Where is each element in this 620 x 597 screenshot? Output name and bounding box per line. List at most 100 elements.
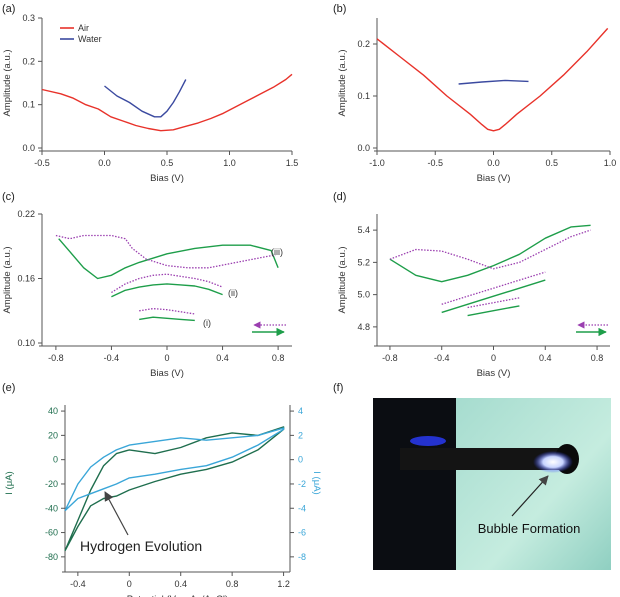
x-tick-label: 0.0 (98, 158, 111, 168)
y-tick-label: 5.0 (357, 290, 370, 300)
y-right-tick-label: 0 (298, 455, 303, 465)
series-line (458, 79, 529, 85)
series-line (441, 279, 546, 314)
chart-panel-5: (e)-0.400.40.81.2-80-60-40-2002040Potent… (2, 382, 322, 597)
x-tick-label: 1.2 (277, 579, 290, 589)
y-right-tick-label: -8 (298, 552, 306, 562)
photo-tip-shaft (400, 448, 572, 470)
series-line (41, 73, 293, 132)
chart-panel-3: (c) -0.8 -0.4 0 0.4 0.8 0.10 0.16 0.22 Bias (V) Am… (2, 191, 292, 379)
y-tick-label: -40 (45, 503, 58, 513)
annotation-label: Bubble Formation (478, 521, 581, 536)
x-tick-label: 0 (164, 353, 169, 363)
series-line (389, 224, 591, 283)
x-tick-label: -0.8 (48, 353, 64, 363)
y-right-tick-label: 2 (298, 430, 303, 440)
series-line (441, 271, 546, 305)
x-tick-label: 0.0 (487, 158, 500, 168)
y-tick-label: 0 (53, 455, 58, 465)
y-right-tick-label: -6 (298, 528, 306, 538)
panel-label: (a) (2, 3, 15, 15)
chart-panel-1: (a) -0.5 0.0 0.5 1.0 1.5 0.0 0.1 0.2 0.3 Bias (V) A… (2, 3, 298, 184)
x-tick-label: 0.8 (226, 579, 239, 589)
panel-label: (d) (333, 191, 346, 203)
series-line (376, 27, 609, 132)
x-tick-label: 0.8 (591, 353, 604, 363)
x-axis-label: Bias (V) (477, 368, 511, 379)
y-axis-label: Amplitude (a.u.) (337, 49, 348, 116)
chart-panel-2: (b) -1.0 -0.5 0.0 0.5 1.0 0.0 0.1 0.2 Bias (V) Amp… (333, 3, 616, 184)
panel-f-labels: (f) Bubble Formation (333, 382, 580, 536)
y-tick-label: 20 (48, 430, 58, 440)
x-tick-label: 0.5 (545, 158, 558, 168)
y-tick-label: 0.0 (22, 143, 35, 153)
y-tick-label: 0.22 (17, 209, 35, 219)
y-tick-label: 40 (48, 406, 58, 416)
y-axis-label: Amplitude (a.u.) (2, 49, 13, 116)
x-tick-label: -0.5 (427, 158, 443, 168)
series-line (139, 316, 195, 322)
y-tick-label: -80 (45, 552, 58, 562)
y-tick-label: 0.1 (357, 91, 370, 101)
x-tick-label: -1.0 (369, 158, 385, 168)
y-right-tick-label: 4 (298, 406, 303, 416)
curve-annotation: (i) (203, 318, 211, 328)
y-tick-label: 5.4 (357, 225, 370, 235)
x-tick-label: 0 (491, 353, 496, 363)
y-axis-right-label: I (μA) (311, 471, 322, 494)
x-tick-label: 0.4 (216, 353, 229, 363)
photo-bright-region (456, 398, 611, 570)
x-tick-label: -0.4 (104, 353, 120, 363)
series-line (111, 283, 223, 298)
x-axis-label: Bias (V) (150, 173, 184, 184)
y-tick-label: 0.1 (22, 100, 35, 110)
series-line (64, 427, 285, 512)
series-line (104, 79, 187, 118)
y-tick-label: 0.2 (357, 39, 370, 49)
annotation-label: Hydrogen Evolution (80, 538, 202, 554)
y-right-tick-label: -4 (298, 503, 306, 513)
series-line (467, 305, 520, 317)
series-line (55, 234, 276, 269)
y-tick-label: 0.0 (357, 143, 370, 153)
x-tick-label: 0.5 (161, 158, 174, 168)
annotation-arrow (104, 491, 129, 536)
x-tick-label: -0.4 (434, 353, 450, 363)
y-tick-label: 0.2 (22, 56, 35, 66)
legend-label: Water (78, 34, 102, 44)
panel-label: (b) (333, 3, 346, 15)
y-axis-label: I (μA) (4, 471, 15, 494)
y-tick-label: -60 (45, 528, 58, 538)
y-tick-label: -20 (45, 479, 58, 489)
photo-blue-glow-left (410, 436, 446, 446)
series-line (467, 297, 520, 309)
panel-f-photo (373, 398, 611, 570)
chart-panel-4: (d) -0.8 -0.4 0 0.4 0.8 4.8 5.0 5.2 5.4 Bias (V) Am… (333, 191, 610, 379)
panel-label: (c) (2, 191, 15, 203)
series-line (58, 238, 279, 280)
y-tick-label: 0.10 (17, 338, 35, 348)
curve-annotation: (ii) (228, 288, 238, 298)
y-axis-label: Amplitude (a.u.) (337, 246, 348, 313)
photo-bubble-glow (533, 451, 573, 473)
x-tick-label: -0.8 (382, 353, 398, 363)
x-axis-label: Bias (V) (477, 173, 511, 184)
panel-label: (f) (333, 382, 343, 394)
x-tick-label: 0.8 (272, 353, 285, 363)
x-tick-label: -0.4 (70, 579, 86, 589)
x-axis-label: Potential (V vs Ag/AgCl) (127, 594, 228, 597)
y-tick-label: 4.8 (357, 322, 370, 332)
curve-annotation: (iii) (271, 247, 283, 257)
annotation-arrow (511, 475, 549, 517)
series-line (389, 229, 591, 270)
x-axis-label: Bias (V) (150, 368, 184, 379)
y-right-tick-label: -2 (298, 479, 306, 489)
photo-dark-region (373, 398, 456, 570)
x-tick-label: 1.5 (286, 158, 299, 168)
legend-label: Air (78, 23, 89, 33)
x-tick-label: -0.5 (34, 158, 50, 168)
x-tick-label: 1.0 (223, 158, 236, 168)
x-tick-label: 0.4 (539, 353, 552, 363)
panel-label: (e) (2, 382, 15, 394)
